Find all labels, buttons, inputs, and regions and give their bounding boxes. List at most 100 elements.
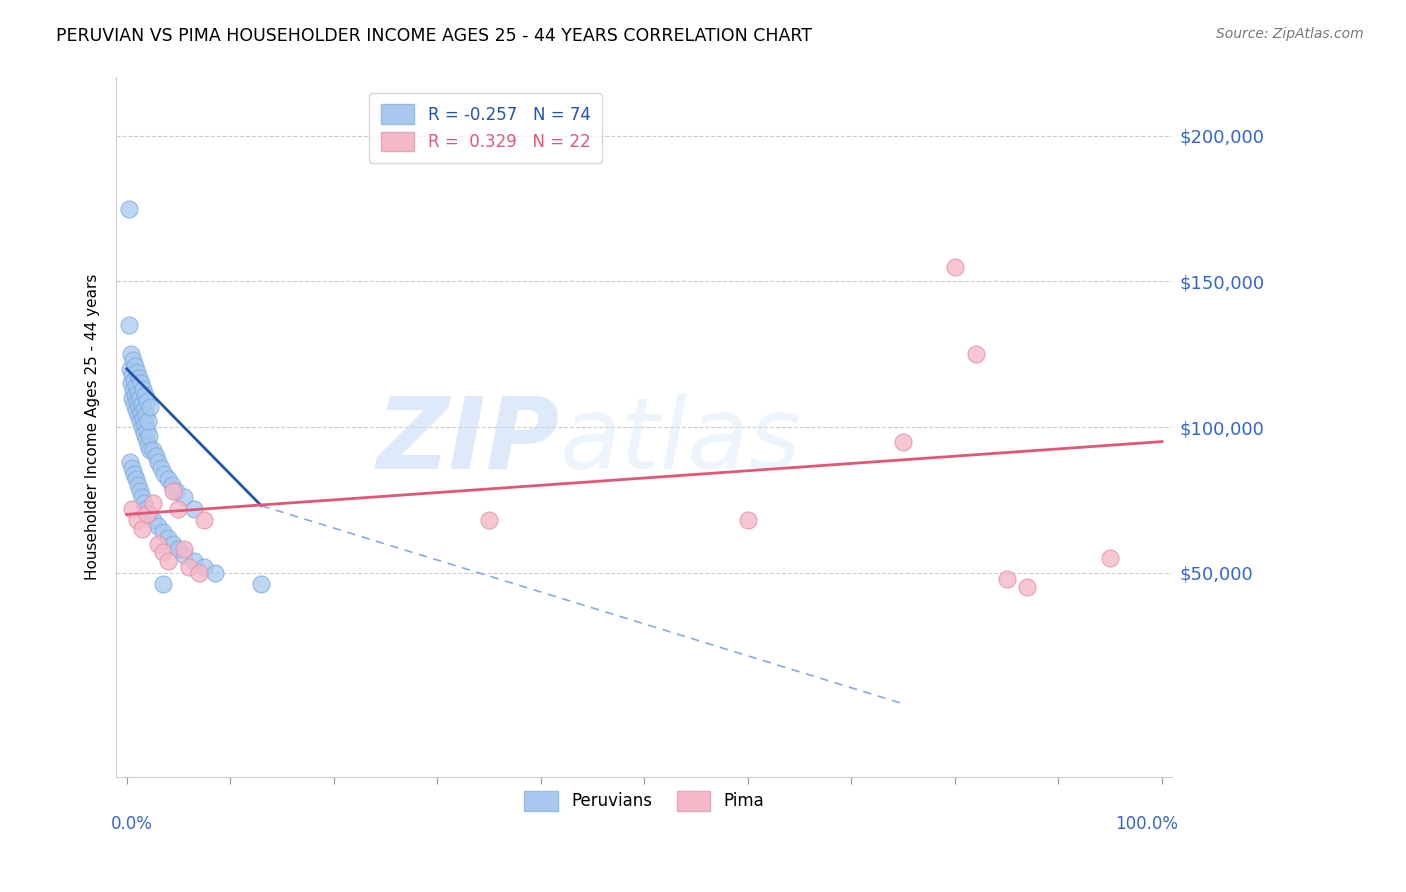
Point bbox=[134, 417, 156, 431]
Point bbox=[118, 361, 141, 376]
Point bbox=[125, 513, 148, 527]
Point bbox=[995, 572, 1018, 586]
Point bbox=[891, 434, 914, 449]
Point bbox=[138, 437, 160, 451]
Point bbox=[128, 370, 150, 384]
Point bbox=[157, 473, 180, 487]
Point bbox=[129, 376, 152, 391]
Point bbox=[128, 400, 150, 414]
Point bbox=[131, 522, 153, 536]
Point bbox=[127, 478, 149, 492]
Point bbox=[121, 353, 143, 368]
Point bbox=[121, 391, 143, 405]
Legend: Peruvians, Pima: Peruvians, Pima bbox=[517, 785, 770, 817]
Point bbox=[173, 542, 195, 557]
Point bbox=[121, 501, 143, 516]
Point bbox=[132, 411, 155, 425]
Point bbox=[167, 501, 190, 516]
Point bbox=[737, 513, 759, 527]
Point bbox=[141, 513, 163, 527]
Point bbox=[146, 519, 169, 533]
Point bbox=[124, 359, 146, 373]
Point bbox=[165, 484, 187, 499]
Point bbox=[250, 577, 273, 591]
Point bbox=[125, 473, 148, 487]
Point bbox=[152, 524, 174, 539]
Point bbox=[1017, 580, 1039, 594]
Point bbox=[118, 455, 141, 469]
Point bbox=[139, 400, 162, 414]
Point bbox=[124, 388, 146, 402]
Point bbox=[131, 397, 153, 411]
Point bbox=[134, 425, 156, 440]
Text: atlas: atlas bbox=[560, 392, 801, 490]
Point bbox=[141, 496, 163, 510]
Point bbox=[131, 420, 153, 434]
Text: Source: ZipAtlas.com: Source: ZipAtlas.com bbox=[1216, 27, 1364, 41]
Point bbox=[129, 484, 152, 499]
Point bbox=[129, 391, 152, 405]
Point bbox=[965, 347, 987, 361]
Point bbox=[135, 409, 157, 423]
Point bbox=[127, 385, 149, 400]
Point bbox=[121, 460, 143, 475]
Point bbox=[141, 443, 163, 458]
Point bbox=[157, 554, 180, 568]
Text: PERUVIAN VS PIMA HOUSEHOLDER INCOME AGES 25 - 44 YEARS CORRELATION CHART: PERUVIAN VS PIMA HOUSEHOLDER INCOME AGES… bbox=[56, 27, 813, 45]
Point bbox=[134, 496, 156, 510]
Point bbox=[136, 508, 159, 522]
Point bbox=[943, 260, 966, 274]
Point bbox=[149, 460, 172, 475]
Point bbox=[122, 467, 145, 481]
Point bbox=[478, 513, 501, 527]
Point bbox=[138, 414, 160, 428]
Text: ZIP: ZIP bbox=[377, 392, 560, 490]
Point bbox=[139, 443, 162, 458]
Point bbox=[125, 365, 148, 379]
Text: 100.0%: 100.0% bbox=[1115, 815, 1178, 833]
Point bbox=[129, 405, 152, 419]
Point bbox=[122, 373, 145, 387]
Text: 0.0%: 0.0% bbox=[111, 815, 153, 833]
Point bbox=[193, 560, 215, 574]
Point bbox=[183, 554, 205, 568]
Point bbox=[121, 382, 143, 396]
Point bbox=[120, 347, 142, 361]
Point bbox=[136, 393, 159, 408]
Point bbox=[162, 536, 184, 550]
Point bbox=[121, 368, 143, 382]
Point bbox=[152, 577, 174, 591]
Point bbox=[138, 508, 160, 522]
Point bbox=[134, 388, 156, 402]
Point bbox=[136, 423, 159, 437]
Point bbox=[204, 566, 226, 580]
Point bbox=[146, 536, 169, 550]
Point bbox=[138, 429, 160, 443]
Point bbox=[120, 376, 142, 391]
Point bbox=[160, 478, 183, 492]
Y-axis label: Householder Income Ages 25 - 44 years: Householder Income Ages 25 - 44 years bbox=[86, 274, 100, 580]
Point bbox=[135, 501, 157, 516]
Point bbox=[125, 393, 148, 408]
Point bbox=[118, 318, 141, 332]
Point bbox=[173, 548, 195, 562]
Point bbox=[177, 560, 200, 574]
Point bbox=[167, 542, 190, 557]
Point bbox=[162, 484, 184, 499]
Point bbox=[125, 402, 148, 417]
Point bbox=[173, 490, 195, 504]
Point bbox=[183, 501, 205, 516]
Point bbox=[132, 382, 155, 396]
Point bbox=[131, 490, 153, 504]
Point bbox=[188, 566, 211, 580]
Point bbox=[135, 432, 157, 446]
Point bbox=[152, 545, 174, 559]
Point bbox=[129, 414, 152, 428]
Point bbox=[1099, 551, 1122, 566]
Point bbox=[145, 449, 167, 463]
Point bbox=[127, 409, 149, 423]
Point bbox=[125, 379, 148, 393]
Point bbox=[134, 402, 156, 417]
Point bbox=[157, 531, 180, 545]
Point bbox=[118, 202, 141, 216]
